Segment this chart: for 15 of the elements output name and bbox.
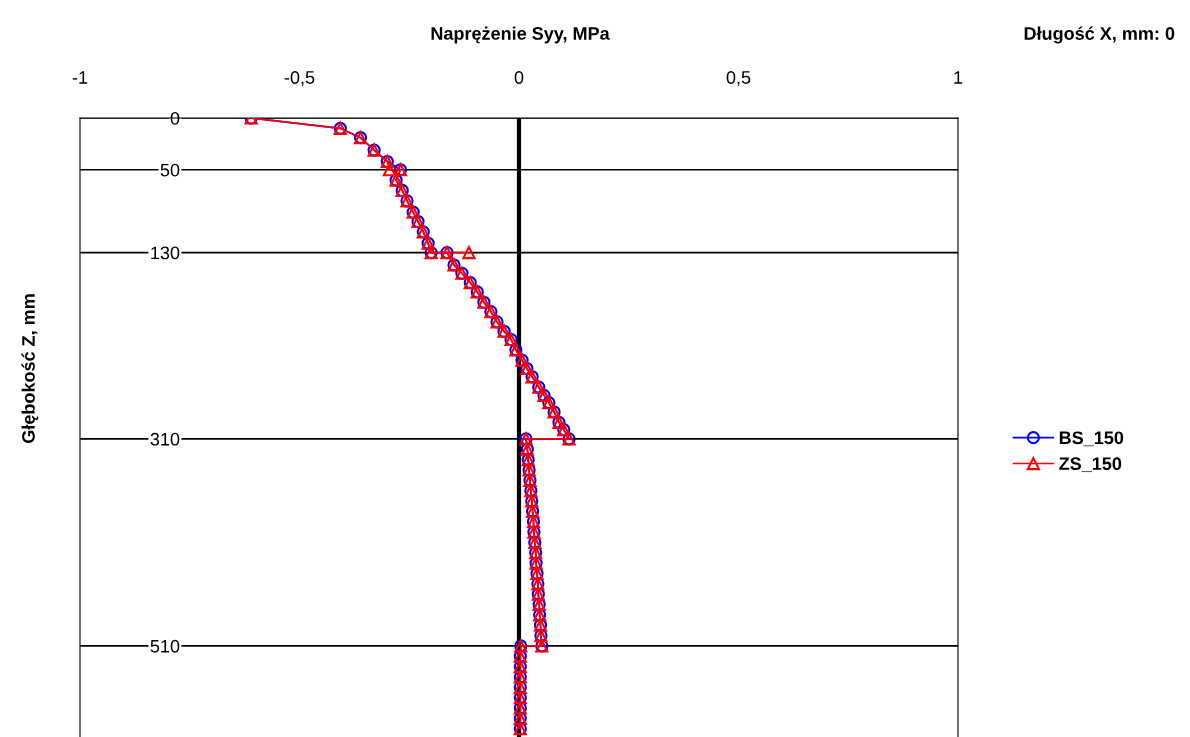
x-axis-title: Naprężenie Syy, MPa: [431, 26, 610, 44]
y-tick-label: 310: [150, 432, 180, 446]
x-tick-label: 0,5: [726, 71, 751, 87]
y-tick-label: 50: [160, 163, 180, 177]
x-tick-label: -1: [72, 71, 88, 84]
x-tick-label: 0: [514, 71, 524, 84]
y-tick-label: 0: [170, 111, 180, 125]
legend-label: ZS_150: [1059, 457, 1122, 473]
y-tick-label: 510: [150, 639, 180, 653]
x-tick-label: 1: [954, 71, 963, 84]
y-axis-title: Głębokość Z, mm: [21, 294, 39, 443]
text: Długość X, mm: 0: [1024, 26, 1175, 44]
y-tick-label: 130: [151, 246, 180, 260]
legend-label: BS_150: [1059, 431, 1124, 447]
x-tick-label: -0,5: [284, 71, 315, 87]
